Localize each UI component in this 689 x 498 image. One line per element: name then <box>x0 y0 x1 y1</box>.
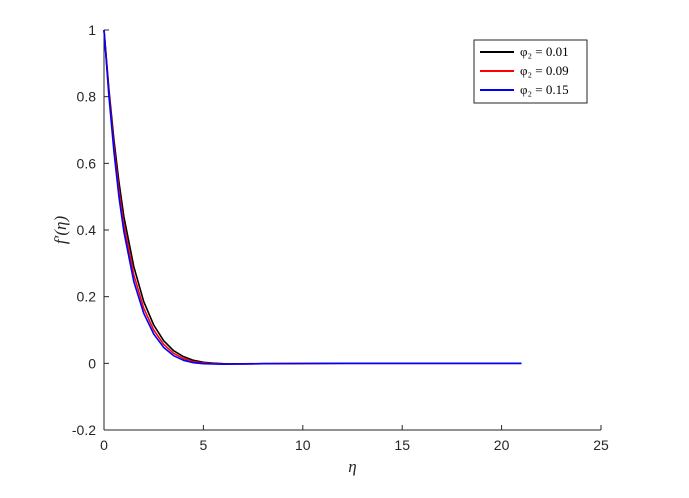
legend: φ₂ = 0.01 φ₂ = 0.09 φ₂ = 0.15 <box>473 39 588 104</box>
legend-entry-2: φ₂ = 0.09 <box>520 63 569 78</box>
x-tick-label: 15 <box>394 437 410 453</box>
series-line-3 <box>103 29 522 365</box>
y-tick-label: 1 <box>88 22 96 38</box>
y-tick-label: 0.8 <box>77 89 97 105</box>
y-tick-label: 0.6 <box>77 155 97 171</box>
y-axis-label: f′(η) <box>51 216 70 245</box>
series-line-1 <box>103 29 522 365</box>
legend-entry-3: φ₂ = 0.15 <box>520 82 569 97</box>
series-line-2 <box>103 29 522 365</box>
series-lines <box>103 29 522 365</box>
x-tick-label: 20 <box>494 437 510 453</box>
y-tick-label: 0.2 <box>77 289 97 305</box>
x-tick-label: 0 <box>100 437 108 453</box>
y-tick-label: 0.4 <box>77 222 97 238</box>
axis-labels: η f′(η) <box>51 216 357 476</box>
legend-entry-1: φ₂ = 0.01 <box>520 44 569 59</box>
y-tick-label: -0.2 <box>72 422 96 438</box>
ticks: 0 5 10 15 20 25-0.200.20.40.60.81 <box>72 22 609 453</box>
x-tick-label: 25 <box>593 437 609 453</box>
x-axis-label: η <box>348 457 356 476</box>
x-tick-label: 10 <box>295 437 311 453</box>
x-tick-label: 5 <box>200 437 208 453</box>
y-tick-label: 0 <box>88 355 96 371</box>
